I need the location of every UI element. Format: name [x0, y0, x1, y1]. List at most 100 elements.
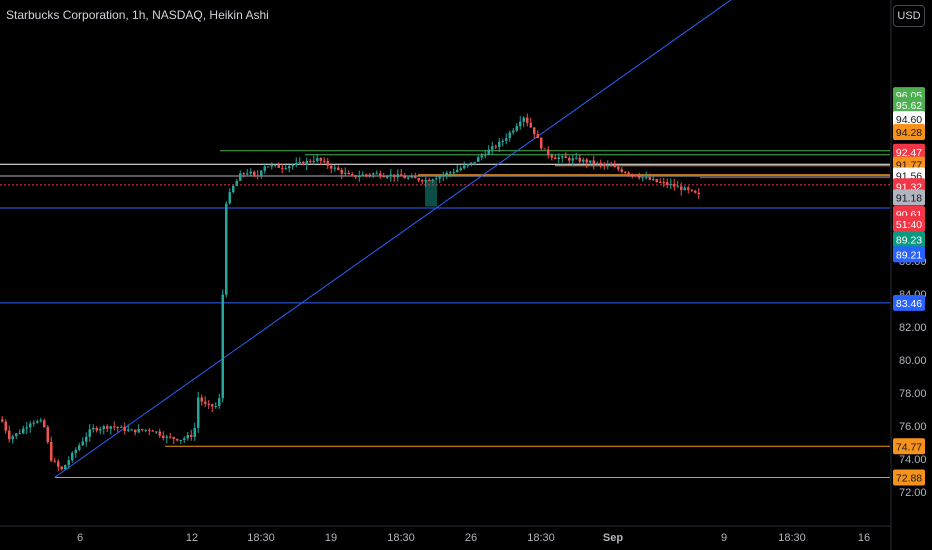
candle	[214, 405, 217, 407]
candle	[288, 166, 291, 169]
price-label-text: 92.47	[896, 147, 922, 159]
candle	[550, 154, 553, 158]
price-label-text: 89.21	[896, 249, 922, 261]
candle	[561, 156, 564, 158]
candle	[53, 460, 56, 462]
price-label	[893, 438, 925, 455]
candle	[32, 422, 35, 424]
candle	[298, 162, 301, 164]
candle	[417, 178, 420, 181]
candle	[466, 164, 469, 166]
candle	[382, 176, 385, 178]
candle	[99, 428, 102, 431]
candle	[655, 179, 658, 182]
candle	[46, 427, 49, 442]
price-label-text: 94.28	[896, 127, 922, 139]
candle	[690, 189, 693, 191]
candle	[659, 181, 662, 183]
price-label-text: 89.23	[896, 235, 922, 247]
candle	[484, 154, 487, 156]
price-label-text: 74.77	[896, 441, 922, 453]
candle	[274, 164, 277, 166]
candle	[669, 183, 672, 185]
candle	[71, 452, 74, 461]
candle	[435, 178, 438, 180]
candle	[526, 117, 529, 123]
candle	[410, 176, 413, 178]
candle	[515, 126, 518, 131]
candle	[624, 171, 627, 173]
candle	[190, 435, 193, 437]
candle	[92, 427, 95, 430]
candle	[407, 177, 410, 179]
candle	[498, 141, 501, 147]
candle	[487, 149, 490, 155]
candle	[547, 149, 550, 155]
candle	[22, 428, 25, 434]
currency-button[interactable]: USD	[893, 5, 925, 27]
x-tick-label: 26	[465, 532, 477, 544]
trendline[interactable]	[54, 0, 735, 478]
candle	[109, 426, 112, 429]
candle	[165, 436, 168, 438]
candle	[652, 179, 655, 181]
candle	[123, 426, 126, 431]
candle	[141, 428, 144, 431]
candle	[43, 420, 46, 428]
price-label	[893, 469, 925, 486]
x-tick-label: 18:30	[527, 532, 555, 544]
candle	[431, 179, 434, 181]
candle	[554, 157, 557, 159]
candle	[134, 429, 137, 433]
candle	[582, 159, 585, 162]
candle	[11, 436, 14, 440]
candle	[634, 174, 637, 177]
candle	[386, 176, 389, 178]
candle	[326, 161, 329, 166]
candle	[232, 186, 235, 193]
candle	[284, 168, 287, 170]
y-tick-label: 80.00	[899, 355, 927, 367]
candle	[169, 436, 172, 438]
candle	[456, 169, 459, 173]
candle	[1, 419, 4, 422]
candle	[641, 177, 644, 179]
candle	[60, 466, 63, 470]
candle	[242, 173, 245, 175]
candle	[18, 433, 21, 435]
candle	[158, 431, 161, 436]
candle	[414, 176, 417, 179]
candle	[442, 174, 445, 177]
candle	[25, 427, 28, 429]
price-label-text: 83.46	[896, 298, 922, 310]
candle	[57, 461, 60, 467]
candle	[697, 192, 700, 195]
candle	[183, 438, 186, 440]
candle	[620, 169, 623, 172]
candle	[120, 426, 123, 428]
candle	[15, 433, 18, 437]
candle	[666, 182, 669, 185]
candle	[249, 171, 252, 174]
candle	[494, 146, 497, 148]
y-tick-label: 74.00	[899, 454, 927, 466]
candle	[39, 420, 42, 422]
candle	[137, 428, 140, 433]
candle	[613, 166, 616, 168]
candle	[477, 157, 480, 162]
candle	[130, 429, 133, 431]
price-label	[893, 111, 925, 128]
candle	[281, 167, 284, 169]
candle	[270, 165, 273, 167]
candle	[536, 134, 539, 139]
candle	[578, 157, 581, 162]
candle	[291, 165, 294, 167]
candle	[155, 431, 158, 433]
candle	[610, 165, 613, 167]
candle	[557, 157, 560, 159]
candle	[256, 175, 259, 177]
candle	[365, 174, 368, 176]
candle	[253, 171, 256, 176]
candle	[389, 174, 392, 177]
